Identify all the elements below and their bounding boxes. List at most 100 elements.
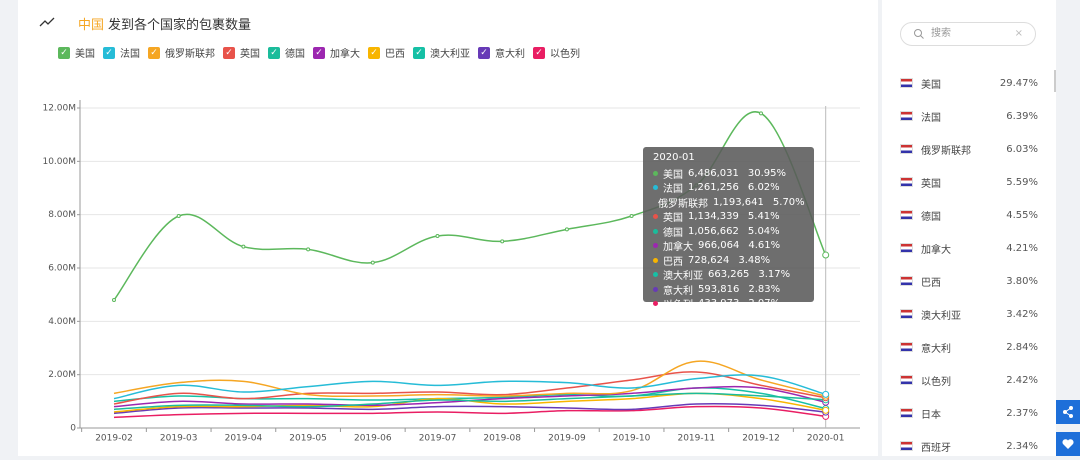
country-share: 4.55% xyxy=(1006,209,1038,221)
data-point xyxy=(112,298,116,302)
favorite-button[interactable] xyxy=(1056,432,1080,456)
clear-icon[interactable]: × xyxy=(1014,28,1023,39)
data-point xyxy=(370,260,375,265)
x-tick-label: 2019-02 xyxy=(95,434,133,444)
legend-label: 加拿大 xyxy=(330,49,360,60)
tooltip-name: 巴西 xyxy=(663,256,683,268)
legend-checkbox: ✓ xyxy=(413,46,425,59)
country-row[interactable]: 巴西 3.80% xyxy=(900,273,1038,289)
tooltip-title: 2020-01 xyxy=(653,152,695,163)
legend-item[interactable]: ✓ 德国 xyxy=(268,45,305,60)
flag-icon xyxy=(900,177,913,187)
series-line xyxy=(113,405,826,419)
data-point xyxy=(822,406,830,414)
country-share: 6.39% xyxy=(1006,110,1038,122)
legend-item[interactable]: ✓ 以色列 xyxy=(533,45,580,60)
x-tick-label: 2019-10 xyxy=(613,434,651,444)
series-line xyxy=(113,371,826,405)
tooltip-value: 728,624 xyxy=(688,254,730,266)
tooltip-dot xyxy=(653,272,658,278)
series-line xyxy=(113,392,826,411)
legend-checkbox: ✓ xyxy=(223,46,235,59)
flag-icon xyxy=(900,408,913,418)
x-tick-label: 2019-11 xyxy=(677,434,715,444)
country-row[interactable]: 美国 29.47% xyxy=(900,75,1038,91)
tooltip-row: 巴西 728,624 3.48% xyxy=(653,253,804,268)
title-text: 发到各个国家的包裹数量 xyxy=(108,18,252,33)
tooltip-percent: 5.41% xyxy=(747,211,780,223)
tooltip-value: 6,486,031 xyxy=(688,167,739,179)
legend-label: 以色列 xyxy=(550,49,580,60)
search-icon xyxy=(914,29,924,39)
tooltip-row: 俄罗斯联邦 1,193,641 5.70% xyxy=(653,195,805,210)
country-share: 6.03% xyxy=(1006,143,1038,155)
country-name: 澳大利亚 xyxy=(921,310,961,322)
heart-icon xyxy=(1062,439,1074,449)
country-name: 以色列 xyxy=(921,376,951,388)
country-row[interactable]: 意大利 2.84% xyxy=(900,339,1038,355)
legend-item[interactable]: ✓ 意大利 xyxy=(478,45,525,60)
country-name: 俄罗斯联邦 xyxy=(921,145,971,157)
y-tick-label: 12.00M xyxy=(42,104,76,114)
title: 中国 发到各个国家的包裹数量 xyxy=(78,14,251,33)
legend-item[interactable]: ✓ 法国 xyxy=(103,45,140,60)
tooltip-percent: 6.02% xyxy=(747,182,780,194)
flag-icon xyxy=(900,342,913,352)
country-name: 法国 xyxy=(921,112,941,124)
data-point xyxy=(241,244,246,249)
chart: 0 2.00M 4.00M 6.00M 8.00M 10.00M 12.00M 2019-02… xyxy=(39,17,860,444)
legend-item[interactable]: ✓ 加拿大 xyxy=(313,45,360,60)
legend-item[interactable]: ✓ 美国 xyxy=(58,45,95,60)
legend-item[interactable]: ✓ 巴西 xyxy=(368,45,405,60)
country-row[interactable]: 加拿大 4.21% xyxy=(900,240,1038,256)
legend-item[interactable]: ✓ 俄罗斯联邦 xyxy=(148,45,215,60)
data-point xyxy=(759,111,763,116)
y-tick-label: 0 xyxy=(70,424,76,434)
legend-item[interactable]: ✓ 英国 xyxy=(223,45,260,60)
search-box[interactable]: 搜索 × xyxy=(900,22,1036,46)
country-name: 西班牙 xyxy=(921,442,951,454)
country-panel: 搜索 × 美国 29.47% 法国 6.39% 俄罗斯联邦 6.03% 英国 5.59% 德国 4.… xyxy=(882,0,1056,456)
country-row[interactable]: 英国 5.59% xyxy=(900,174,1038,190)
tooltip-value: 593,816 xyxy=(698,283,740,295)
country-row[interactable]: 西班牙 2.34% xyxy=(900,438,1038,454)
country-row[interactable]: 德国 4.55% xyxy=(900,207,1038,223)
y-tick-label: 8.00M xyxy=(48,210,76,220)
legend-label: 意大利 xyxy=(495,49,525,60)
tooltip-name: 澳大利亚 xyxy=(663,271,703,283)
tooltip-value: 1,193,641 xyxy=(713,196,764,208)
legend-label: 英国 xyxy=(240,49,260,60)
country-row[interactable]: 澳大利亚 3.42% xyxy=(900,306,1038,322)
flag-icon xyxy=(900,441,913,451)
tooltip-value: 966,064 xyxy=(698,240,740,252)
tooltip-value: 433,973 xyxy=(698,298,740,310)
flag-icon xyxy=(900,78,913,88)
tooltip-percent: 3.17% xyxy=(758,269,791,281)
tooltip-row: 加拿大 966,064 4.61% xyxy=(653,239,804,253)
data-point xyxy=(500,239,505,244)
tooltip-percent: 5.70% xyxy=(772,196,805,208)
country-row[interactable]: 以色列 2.42% xyxy=(900,372,1038,388)
y-tick-label: 2.00M xyxy=(48,370,76,380)
y-tick-label: 6.00M xyxy=(48,264,76,274)
legend-checkbox: ✓ xyxy=(268,46,280,59)
tooltip-percent: 30.95% xyxy=(747,167,787,179)
flag-icon xyxy=(900,111,913,121)
country-row[interactable]: 俄罗斯联邦 6.03% xyxy=(900,141,1038,157)
data-point xyxy=(306,247,311,252)
country-row[interactable]: 日本 2.37% xyxy=(900,405,1038,421)
legend-item[interactable]: ✓ 澳大利亚 xyxy=(413,45,470,60)
tooltip-name: 以色列 xyxy=(663,300,693,312)
country-row[interactable]: 法国 6.39% xyxy=(900,108,1038,124)
share-icon xyxy=(1063,406,1073,418)
search-placeholder: 搜索 xyxy=(931,28,951,39)
tooltip-row: 澳大利亚 663,265 3.17% xyxy=(653,268,804,283)
x-tick-label: 2019-12 xyxy=(742,434,780,444)
tooltip-dot xyxy=(653,170,658,176)
share-button[interactable] xyxy=(1056,400,1080,424)
tooltip-name: 美国 xyxy=(663,169,683,181)
country-share: 5.59% xyxy=(1006,176,1038,188)
tooltip-value: 1,261,256 xyxy=(688,182,739,194)
country-name: 日本 xyxy=(921,409,941,421)
x-tick-label: 2019-04 xyxy=(225,434,263,444)
